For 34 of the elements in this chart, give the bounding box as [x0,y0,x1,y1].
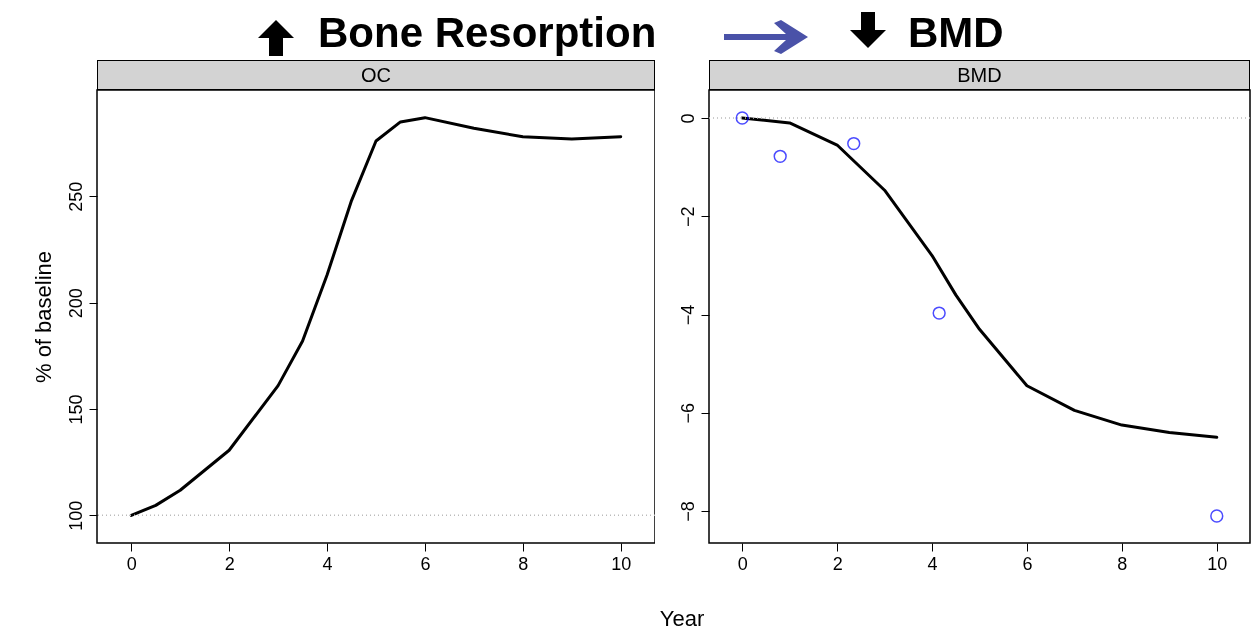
text: BMD [908,8,1004,58]
x-tick-label: 8 [518,553,529,574]
x-tick-label: 10 [611,553,632,574]
x-tick-label: 6 [420,553,431,574]
x-tick-label: 6 [1022,553,1033,574]
y-axis-title: % of baseline [30,250,56,384]
x-tick-label: 0 [737,553,748,574]
x-tick-label: 2 [832,553,843,574]
x-tick-label: 8 [1117,553,1128,574]
point [847,136,861,151]
y-tick-label: 100 [65,500,86,531]
line-series [129,116,623,517]
x-tick-label: 2 [224,553,235,574]
x-tick-label: 10 [1207,553,1228,574]
point [932,306,946,320]
x-tick-label: 4 [322,553,333,574]
x-axis-title: Year [658,606,706,632]
point [1210,509,1224,523]
y-tick-label: 0 [677,113,698,124]
y-tick-label: −4 [677,304,698,326]
point [735,111,749,125]
y-tick-label: 200 [65,288,86,319]
text: Bone Resorption [318,8,657,58]
y-tick-label: −2 [677,206,698,228]
x-tick-label: 0 [126,553,137,574]
y-tick-label: 150 [65,394,86,425]
y-tick-label: −6 [677,403,698,424]
chart-title: OC [97,60,655,90]
y-tick-label: −8 [677,501,698,522]
point [773,149,787,163]
x-tick-label: 4 [927,553,938,574]
y-tick-label: 250 [65,181,86,212]
chart-title: BMD [709,60,1250,90]
line-series [740,116,1219,439]
